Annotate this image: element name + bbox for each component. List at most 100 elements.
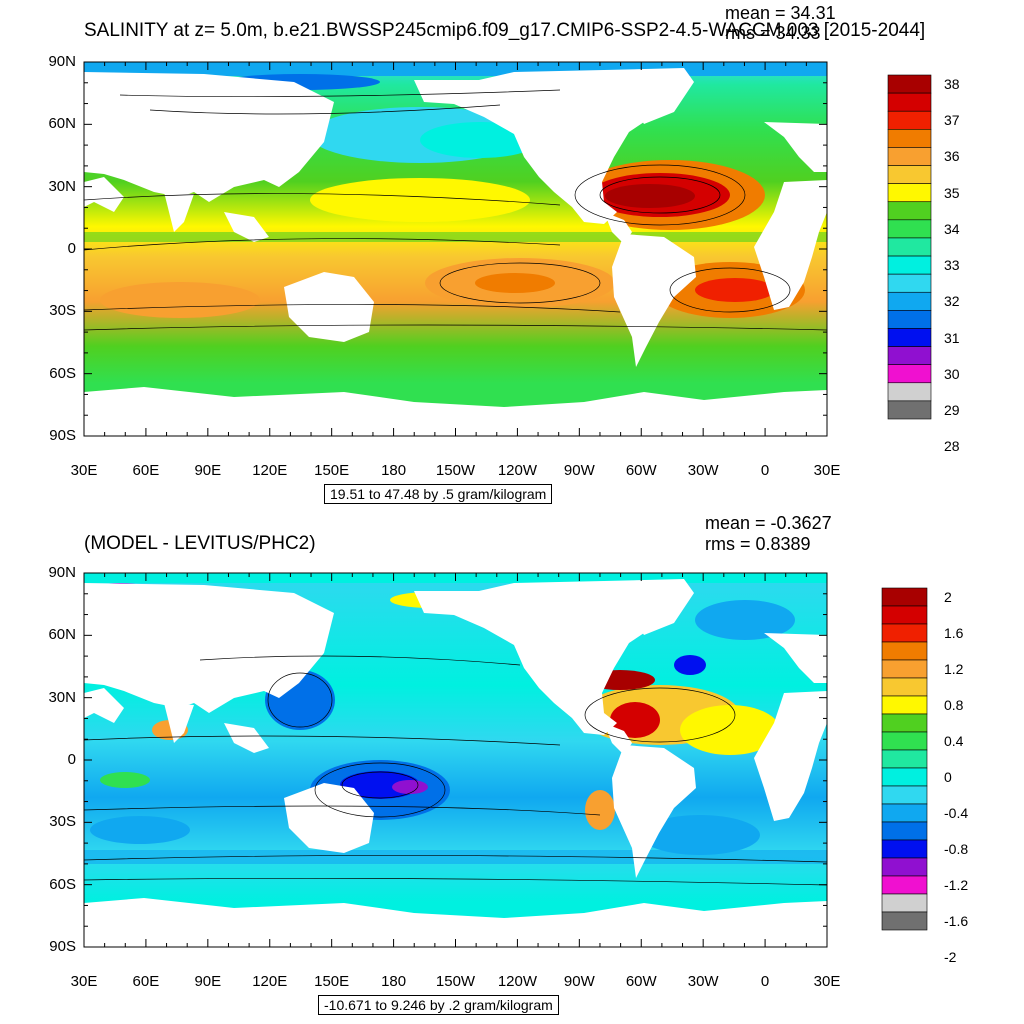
- colorbar-label: -0.4: [944, 805, 969, 821]
- colorbar-swatch: [887, 310, 932, 329]
- colorbar-label: 36: [944, 148, 960, 165]
- colorbar-swatch: [887, 273, 932, 293]
- difference-map: [84, 573, 827, 947]
- lon-label: 150W: [435, 973, 476, 990]
- colorbar-swatch: [881, 839, 928, 859]
- panel1-contour-info: 19.51 to 47.48 by .5 gram/kilogram: [324, 484, 553, 504]
- colorbar-swatch: [881, 767, 928, 787]
- lat-label: 30N: [48, 688, 76, 706]
- lon-label: 30W: [687, 973, 719, 990]
- lon-label: 90W: [563, 973, 595, 990]
- lon-label: 180: [381, 462, 407, 479]
- lat-label: 30N: [48, 177, 76, 195]
- lon-label: 60E: [132, 462, 160, 479]
- colorbar-label: 35: [944, 184, 960, 201]
- io-neg: [90, 816, 190, 844]
- colorbar-swatch: [881, 821, 928, 841]
- colorbar-swatch: [881, 623, 928, 643]
- npac-high: [310, 178, 530, 222]
- colorbar-swatch: [887, 219, 932, 239]
- lon-label: 30E: [70, 462, 98, 479]
- panel2-title: (MODEL - LEVITUS/PHC2): [84, 533, 316, 554]
- colorbar-swatch: [887, 129, 932, 148]
- lon-label: 60W: [625, 462, 657, 479]
- colorbar-swatch: [881, 875, 928, 895]
- colorbar-label: -1.2: [944, 877, 969, 893]
- colorbar-swatch: [881, 641, 928, 661]
- panel1-colorbar: [887, 74, 932, 420]
- lat-label: 60S: [49, 875, 76, 893]
- colorbar-swatch: [881, 803, 928, 823]
- colorbar-swatch: [887, 165, 932, 184]
- nordic-neg: [695, 600, 795, 640]
- colorbar-label: 29: [944, 401, 960, 418]
- lat-label: 90S: [49, 938, 76, 955]
- lon-label: 120W: [497, 973, 537, 990]
- colorbar-swatch: [887, 147, 932, 166]
- contours: [84, 89, 827, 331]
- lon-label: 120E: [252, 462, 288, 479]
- colorbar-swatch: [881, 605, 928, 625]
- contours-2: [84, 655, 827, 886]
- colorbar-swatch: [881, 911, 928, 931]
- colorbar-label: 0: [944, 769, 952, 785]
- lat-label: 90S: [49, 427, 76, 444]
- colorbar-label: -2: [944, 949, 957, 965]
- colorbar-label: 34: [944, 220, 960, 237]
- lon-label: 90E: [194, 462, 222, 479]
- colorbar-swatch: [887, 255, 932, 275]
- colorbar-swatch: [887, 400, 932, 420]
- lat-label: 90N: [48, 564, 76, 581]
- natl-core: [605, 184, 695, 208]
- colorbar-label: 30: [944, 365, 960, 382]
- lon-label: 180: [381, 973, 407, 990]
- colorbar-swatch: [887, 328, 932, 347]
- lon-label: 120E: [252, 973, 288, 990]
- panel1-rms: rms = 34.33: [725, 23, 821, 43]
- colorbar-label: 38: [944, 76, 960, 93]
- colorbar-swatch: [881, 749, 928, 769]
- colorbar-label: 0.8: [944, 697, 964, 713]
- lat-label: 60N: [48, 626, 76, 644]
- colorbar-swatch: [881, 587, 928, 607]
- lon-label: 120W: [497, 462, 537, 479]
- colorbar-swatch: [887, 346, 932, 365]
- lon-label: 0: [760, 973, 770, 990]
- panel1-mean: mean = 34.31: [725, 3, 836, 23]
- colorbar-label: 31: [944, 329, 960, 346]
- colorbar-swatch: [887, 74, 932, 94]
- gulf-pos: [610, 702, 660, 738]
- lon-label: 30E: [813, 973, 841, 990]
- colorbar-label: 33: [944, 257, 960, 274]
- lat-label: 0: [67, 240, 76, 257]
- lon-label: 30E: [70, 973, 98, 990]
- peru-pos: [585, 790, 615, 830]
- lat-label: 60N: [48, 115, 76, 133]
- colorbar-swatch: [881, 857, 928, 877]
- colorbar-swatch: [887, 201, 932, 221]
- satl-max: [695, 278, 775, 302]
- colorbar-swatch: [887, 237, 932, 257]
- lon-label: 30W: [687, 462, 719, 479]
- salinity-map: [84, 62, 827, 436]
- lon-label: 60E: [132, 973, 160, 990]
- colorbar-swatch: [881, 695, 928, 715]
- colorbar-swatch: [881, 677, 928, 697]
- colorbar-label: 1.6: [944, 625, 964, 641]
- colorbar-swatch: [887, 92, 932, 112]
- panel2-rms: rms = 0.8389: [705, 534, 811, 554]
- lat-label: 60S: [49, 364, 76, 382]
- panel2-ticks: [83, 572, 828, 948]
- lat-label: 0: [67, 751, 76, 768]
- lat-label: 30S: [49, 302, 76, 320]
- colorbar-label: 28: [944, 438, 960, 455]
- natl-neg: [674, 655, 706, 675]
- colorbar-label: 2: [944, 589, 952, 605]
- colorbar-swatch: [881, 713, 928, 733]
- panel1-ticks: [83, 61, 828, 437]
- lon-label: 150W: [435, 462, 476, 479]
- colorbar-label: -0.8: [944, 841, 969, 857]
- equator-band: [84, 232, 827, 242]
- eatl-pos: [680, 705, 780, 755]
